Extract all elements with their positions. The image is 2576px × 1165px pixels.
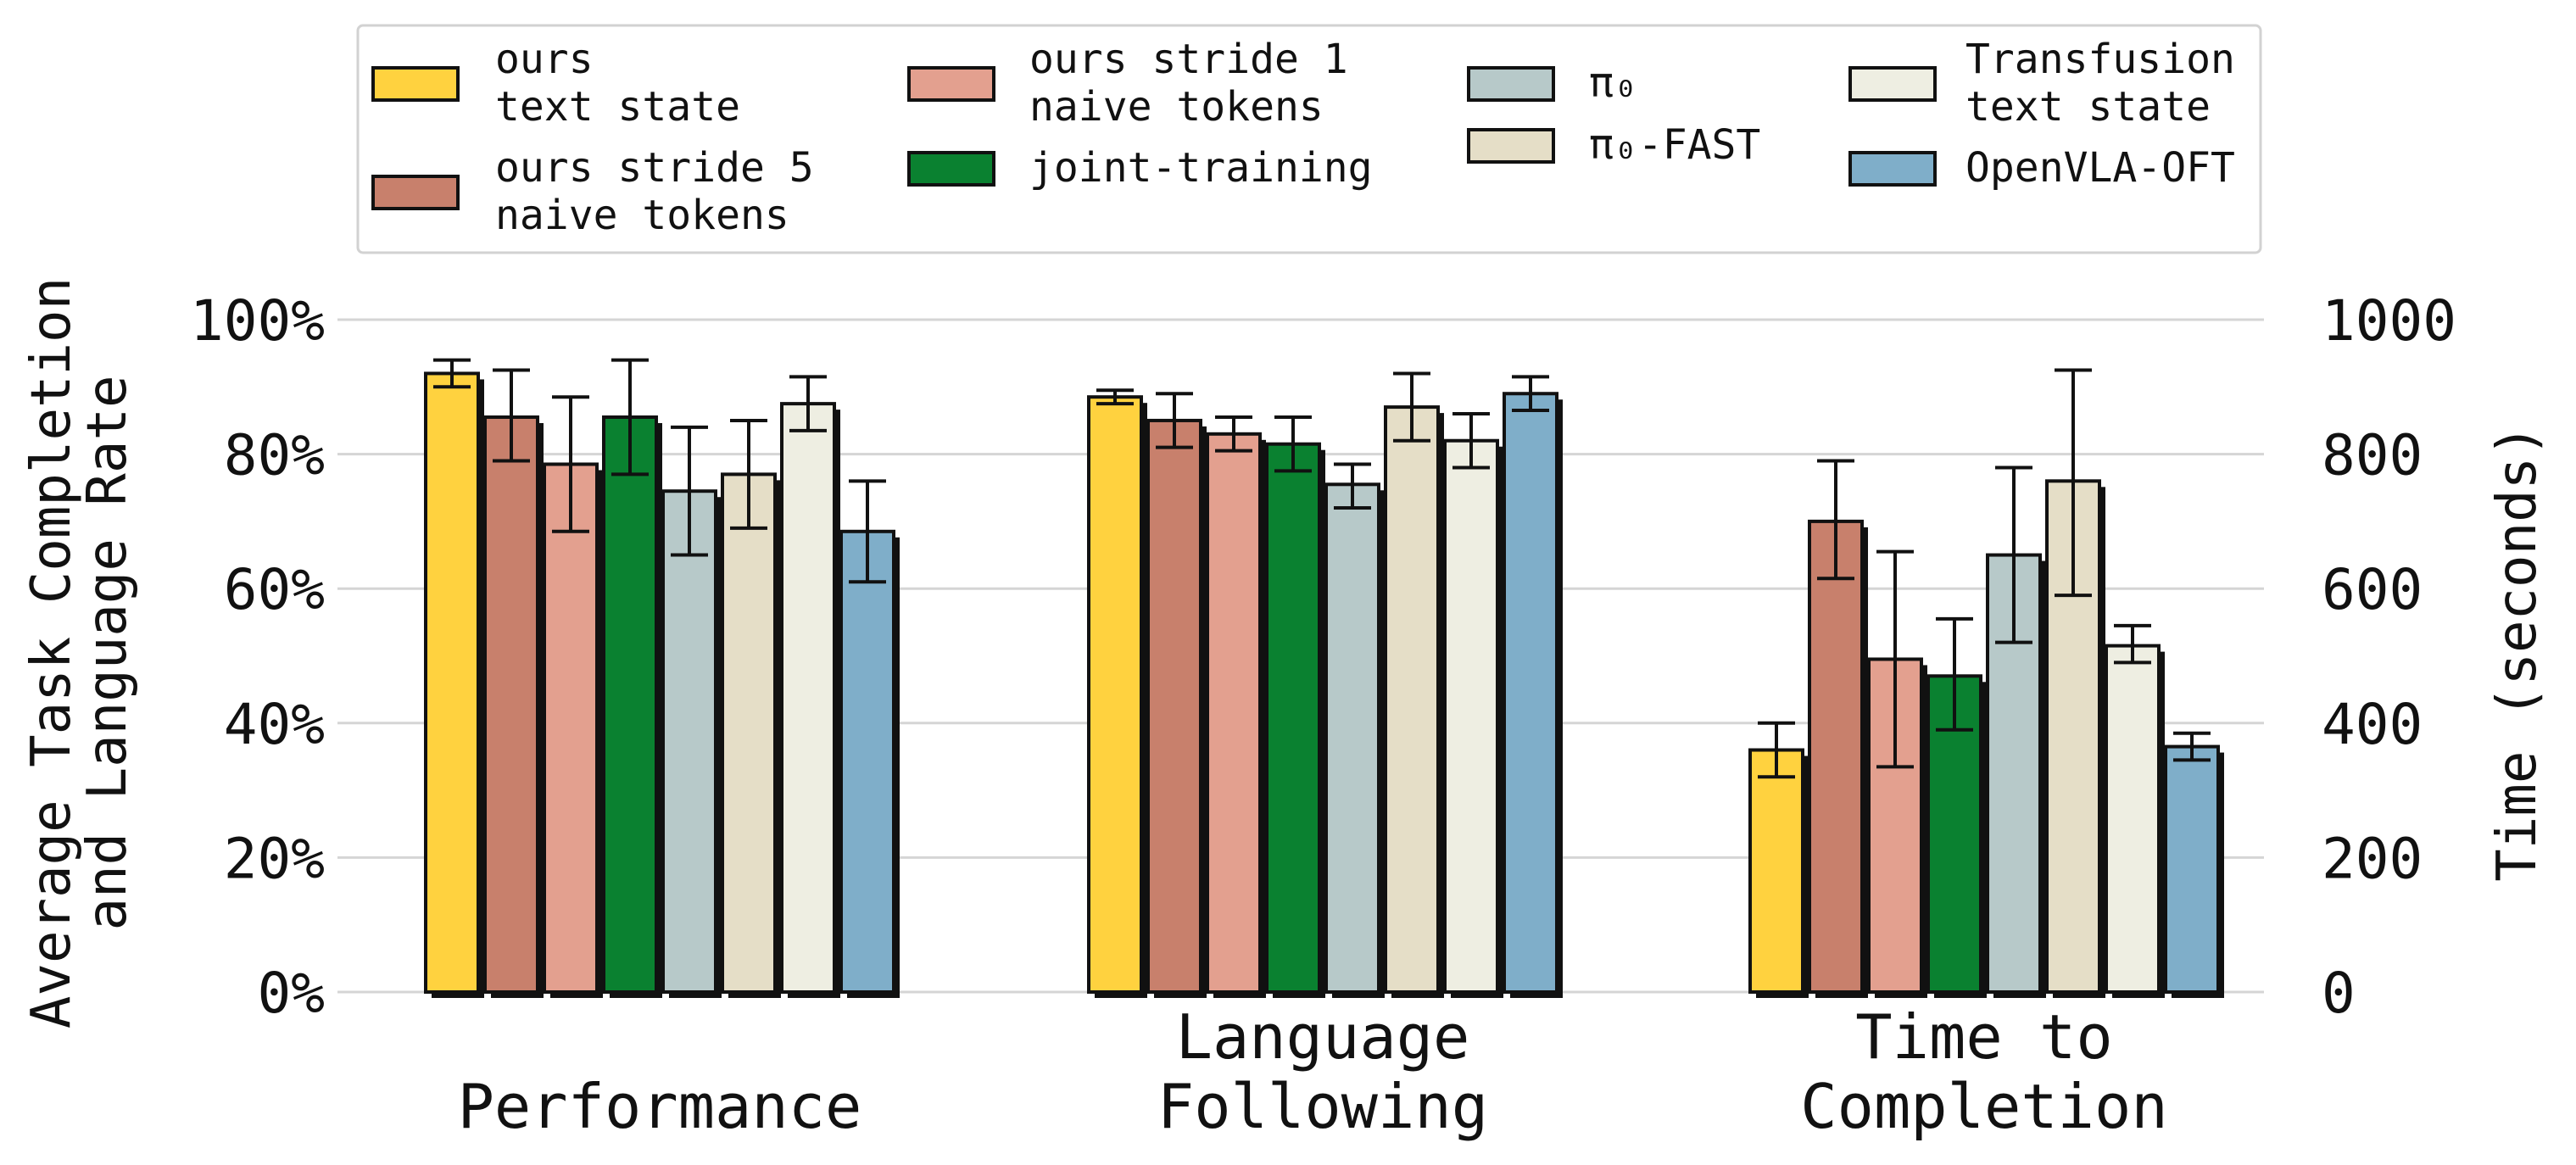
bar [839,529,895,994]
x-category-label: Time to Completion [1800,1001,2167,1142]
bar [1808,519,1864,994]
legend-label: joint-training [1029,144,1373,192]
bar [1748,748,1804,995]
y-tick-label: 80% [224,423,325,488]
bar [1384,405,1440,994]
legend-label: π₀-FAST [1589,121,1760,169]
legend: ours text state ours stride 5 naive tokens o… [356,24,2262,254]
error-bars [433,358,2211,779]
legend-label: ours text state [495,36,740,131]
legend-swatch [1467,66,1555,102]
y2-tick-label: 1000 [2322,288,2456,354]
bar [1206,432,1262,994]
bar [1443,438,1499,994]
y2-tick-label: 600 [2322,557,2423,622]
legend-label: π₀ [1589,59,1638,107]
y-tick-label: 40% [224,692,325,757]
x-category-label: Language Following [1157,1001,1488,1142]
bar [602,415,658,994]
y2-tick-label: 200 [2322,826,2423,891]
y-tick-label: 20% [224,826,325,891]
legend-swatch [371,66,460,102]
y2-tick-label: 0 [2322,961,2356,1026]
legend-swatch [1848,151,1937,187]
y-tick-label: 60% [224,557,325,622]
legend-box [356,24,2262,254]
legend-label: ours stride 5 naive tokens [495,144,814,239]
x-category-label: Performance [458,1071,862,1142]
legend-swatch [1467,128,1555,164]
bar [661,489,717,994]
y2-tick-label: 400 [2322,692,2423,757]
legend-swatch [1848,66,1937,102]
legend-swatch [371,175,460,210]
y2-tick-label: 800 [2322,423,2423,488]
bar [1503,392,1558,995]
bar [483,415,539,994]
legend-label: OpenVLA-OFT [1965,144,2235,192]
legend-label: ours stride 1 naive tokens [1029,36,1348,131]
legend-label: Transfusion text state [1965,36,2235,131]
y-axis-label: Average Task Completionand Language Rate [20,277,139,1028]
bar [2164,744,2220,994]
y2-axis-label: Time (seconds) [2486,424,2549,881]
bar [780,402,836,994]
y-tick-label: 100% [190,288,325,354]
bar [1324,482,1380,994]
bar [1087,395,1143,994]
bar [721,472,777,994]
y-tick-label: 0% [258,961,325,1026]
bar [1146,418,1202,994]
legend-swatch [907,66,995,102]
bar [1265,442,1321,994]
bars [424,371,2224,999]
bar [2105,644,2161,994]
legend-swatch [907,151,995,187]
bar [424,371,480,994]
axes: 0% 0 20% 200 40% 400 60% 600 80% 800 100% 1000 Avera… [20,277,2549,1142]
bar [543,462,599,994]
